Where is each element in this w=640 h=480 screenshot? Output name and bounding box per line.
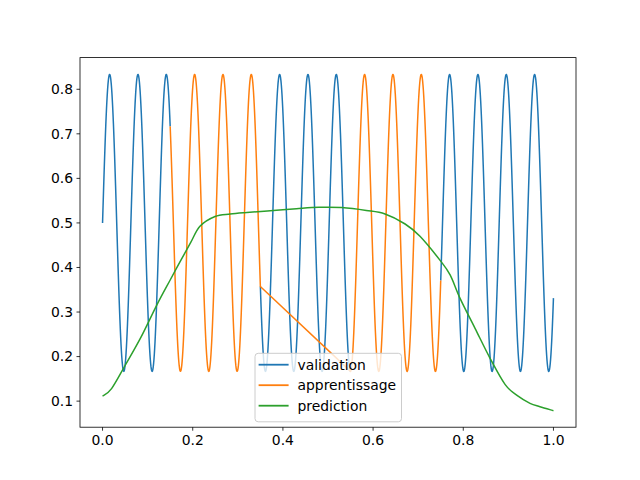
y-tick-label: 0.8 — [51, 81, 73, 97]
y-tick-label: 0.4 — [51, 259, 73, 275]
y-tick-label: 0.1 — [51, 393, 73, 409]
x-tick-label: 0.0 — [91, 432, 113, 448]
y-tick-label: 0.3 — [51, 304, 73, 320]
x-tick-label: 0.2 — [182, 432, 204, 448]
chart-canvas: 0.0 0.2 0.4 0.6 0.8 1.0 0.1 0.2 0.3 0.4 0.5 0.6 0.7 0… — [0, 0, 640, 480]
y-tick-label: 0.6 — [51, 170, 73, 186]
y-tick-label: 0.2 — [51, 348, 73, 364]
y-tick-label: 0.7 — [51, 126, 73, 142]
x-tick-label: 1.0 — [542, 432, 564, 448]
x-tick-label: 0.8 — [452, 432, 474, 448]
x-tick-label: 0.6 — [362, 432, 384, 448]
legend-label-validation: validation — [298, 357, 366, 373]
figure: 0.0 0.2 0.4 0.6 0.8 1.0 0.1 0.2 0.3 0.4 0.5 0.6 0.7 0… — [0, 0, 640, 480]
legend-label-prediction: prediction — [298, 398, 368, 414]
y-tick-label: 0.5 — [51, 215, 73, 231]
legend-label-apprentissage: apprentissage — [298, 377, 397, 393]
x-tick-label: 0.4 — [272, 432, 294, 448]
